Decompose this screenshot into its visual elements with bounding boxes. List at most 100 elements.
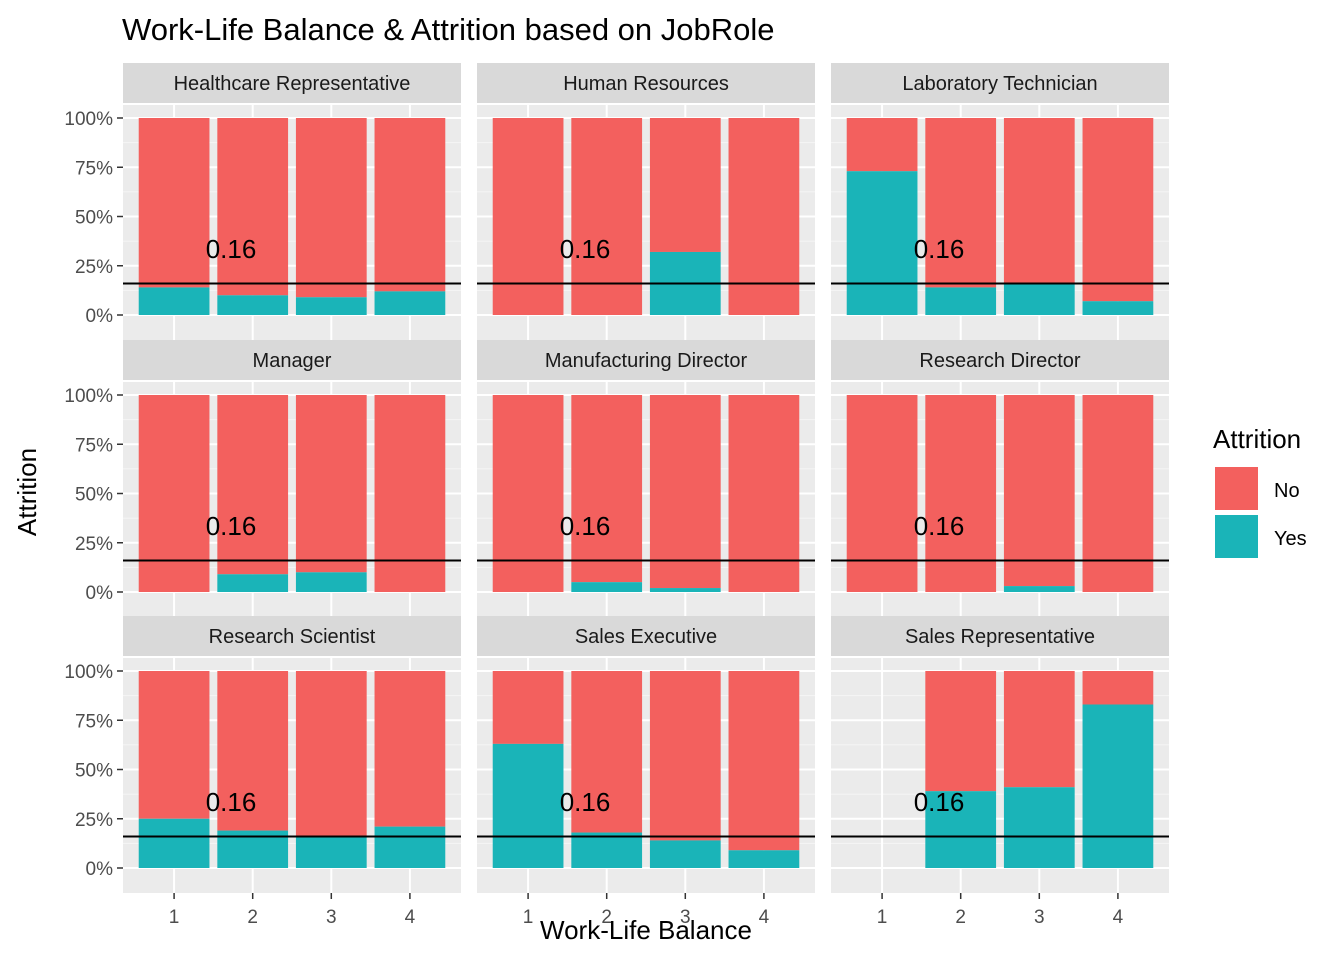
- x-tick-label: 2: [601, 907, 612, 928]
- facet-panel: Manager 0.16 0% 25% 50% 75% 100%: [64, 340, 461, 623]
- reference-line-label: 0.16: [560, 787, 611, 817]
- bar-yes: [217, 574, 289, 592]
- bar-no: [846, 118, 918, 172]
- reference-line-label: 0.16: [206, 234, 257, 264]
- bar-no: [1003, 395, 1075, 587]
- y-tick-label: 25%: [75, 257, 113, 278]
- bar-no: [138, 671, 210, 819]
- legend-label-no: No: [1274, 480, 1300, 502]
- bar-no: [295, 118, 367, 298]
- y-tick-label: 0%: [86, 306, 114, 327]
- facet-panel: Healthcare Representative 0.16 0% 25% 50% 75%…: [64, 63, 461, 346]
- bar-yes: [1003, 283, 1075, 315]
- facet-title: Laboratory Technician: [902, 73, 1097, 95]
- bar-yes: [571, 832, 643, 868]
- y-tick-label: 100%: [64, 109, 113, 130]
- facet-panel: Research Director 0.16: [831, 340, 1169, 623]
- facet-panel: Manufacturing Director 0.16: [477, 340, 815, 623]
- facet-strip: [831, 340, 1169, 380]
- facet-panels: Healthcare Representative 0.16 0% 25% 50% 75%…: [64, 63, 1169, 928]
- bar-no: [374, 118, 446, 292]
- x-axis-title: Work-Life Balance: [540, 915, 752, 945]
- reference-line-label: 0.16: [560, 234, 611, 264]
- bar-no: [1082, 118, 1154, 302]
- bar-yes: [649, 588, 721, 592]
- legend-label-yes: Yes: [1274, 528, 1307, 550]
- facet-strip: [831, 63, 1169, 103]
- y-tick-label: 50%: [75, 485, 113, 506]
- facet-title: Research Director: [919, 350, 1081, 372]
- y-tick-label: 75%: [75, 435, 113, 456]
- bar-yes: [1003, 787, 1075, 868]
- legend-key-no: [1215, 467, 1258, 510]
- x-tick-label: 1: [523, 907, 534, 928]
- y-tick-label: 0%: [86, 583, 114, 604]
- bar-yes: [138, 287, 210, 315]
- bar-yes: [1082, 301, 1154, 315]
- bar-yes: [217, 295, 289, 315]
- bar-yes: [649, 840, 721, 868]
- reference-line-label: 0.16: [914, 787, 965, 817]
- bar-no: [728, 671, 800, 851]
- bar-no: [846, 395, 918, 592]
- bar-no: [571, 671, 643, 833]
- bar-yes: [1082, 704, 1154, 868]
- legend-items: No Yes: [1215, 467, 1307, 558]
- y-tick-label: 0%: [86, 859, 114, 880]
- bar-no: [1003, 118, 1075, 284]
- x-tick-label: 3: [680, 907, 691, 928]
- bar-no: [1082, 671, 1154, 705]
- x-tick-label: 4: [1113, 907, 1124, 928]
- bar-no: [492, 671, 564, 744]
- facet-title: Human Resources: [563, 73, 729, 95]
- facet-title: Manager: [253, 350, 332, 372]
- bar-no: [728, 395, 800, 592]
- y-tick-label: 100%: [64, 662, 113, 683]
- bar-no: [492, 118, 564, 315]
- reference-line-label: 0.16: [206, 787, 257, 817]
- chart-title: Work-Life Balance & Attrition based on J…: [122, 12, 775, 47]
- facet-panel: Research Scientist 0.16 0% 25% 50% 75% 100% 1 2 3…: [64, 616, 461, 928]
- facet-strip: [477, 63, 815, 103]
- facet-panel: Sales Representative 0.16 1 2 3 4: [831, 616, 1169, 928]
- bar-no: [649, 395, 721, 589]
- bar-yes: [295, 572, 367, 592]
- bar-no: [374, 395, 446, 592]
- facet-strip: [123, 616, 461, 656]
- y-tick-label: 50%: [75, 208, 113, 229]
- x-tick-label: 1: [877, 907, 888, 928]
- legend: Attrition No Yes: [1213, 424, 1307, 558]
- reference-line-label: 0.16: [206, 511, 257, 541]
- bar-no: [649, 118, 721, 252]
- legend-key-yes: [1215, 515, 1258, 558]
- bar-no: [492, 395, 564, 592]
- x-tick-label: 2: [247, 907, 258, 928]
- facet-strip: [831, 616, 1169, 656]
- bar-no: [217, 671, 289, 831]
- bar-yes: [374, 291, 446, 315]
- bar-no: [925, 671, 997, 792]
- y-tick-label: 75%: [75, 711, 113, 732]
- facet-panel: Sales Executive 0.16 1 2 3 4: [477, 616, 815, 928]
- bar-yes: [925, 791, 997, 868]
- reference-line-label: 0.16: [914, 511, 965, 541]
- bar-yes: [728, 850, 800, 868]
- facet-panel: Human Resources 0.16: [477, 63, 815, 346]
- facet-title: Research Scientist: [209, 626, 376, 648]
- bar-no: [571, 395, 643, 583]
- facet-strip: [123, 63, 461, 103]
- bar-no: [571, 118, 643, 315]
- bar-no: [374, 671, 446, 827]
- reference-line-label: 0.16: [560, 511, 611, 541]
- bar-no: [217, 395, 289, 575]
- x-tick-label: 1: [169, 907, 180, 928]
- bar-yes: [138, 818, 210, 868]
- y-tick-label: 100%: [64, 386, 113, 407]
- bar-no: [295, 671, 367, 837]
- bar-yes: [1003, 586, 1075, 592]
- facet-title: Healthcare Representative: [174, 73, 411, 95]
- bar-no: [138, 395, 210, 592]
- bar-no: [138, 118, 210, 288]
- bar-yes: [295, 297, 367, 315]
